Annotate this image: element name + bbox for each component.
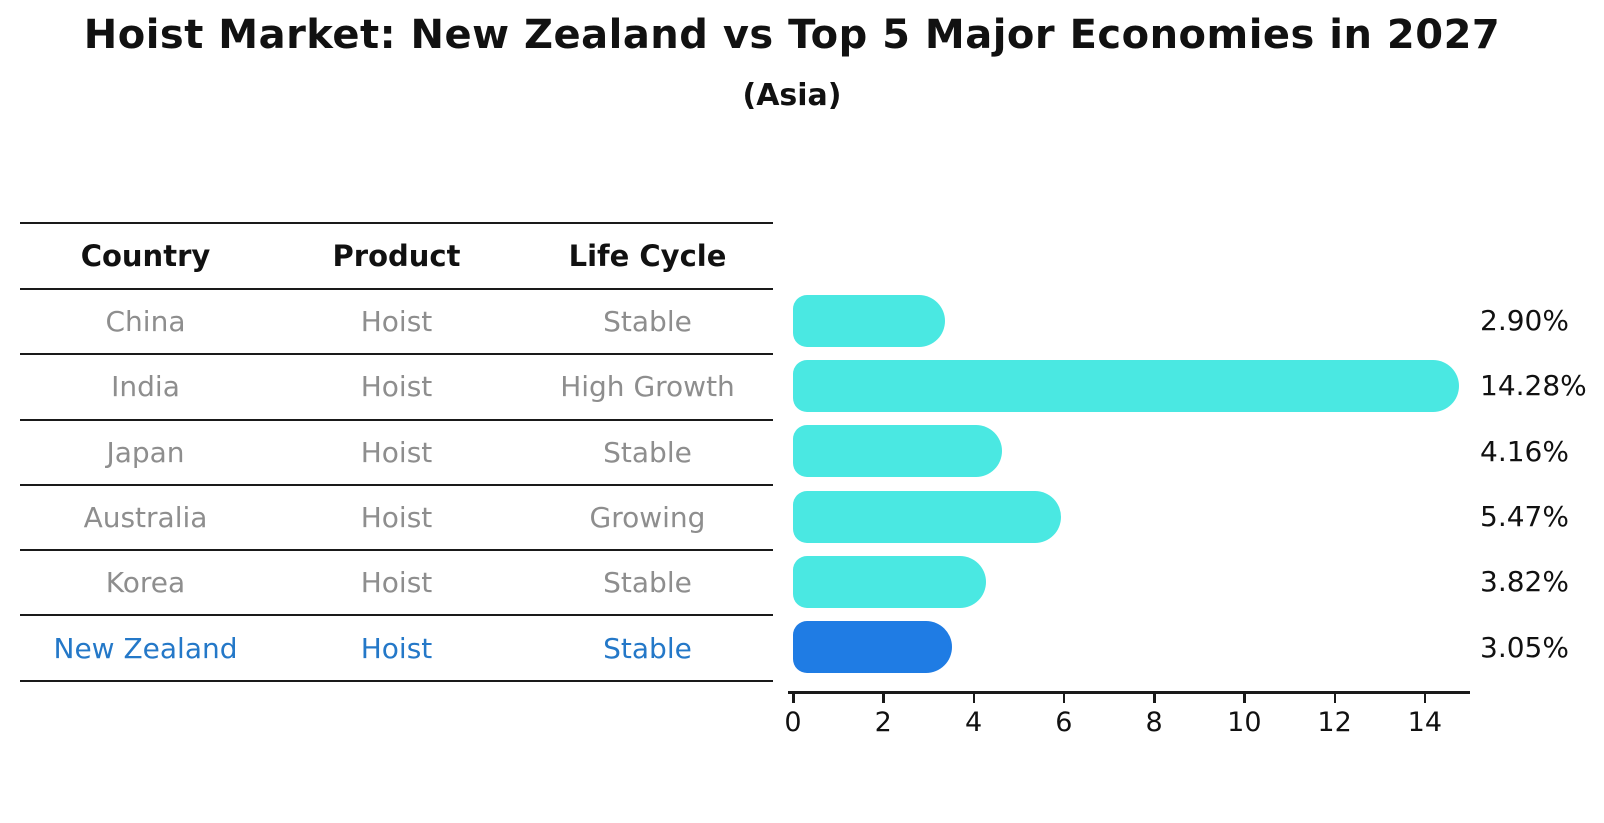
cell-product: Hoist	[360, 566, 433, 600]
bar-row-japan	[793, 419, 1470, 484]
value-label-korea: 3.82%	[1480, 565, 1569, 599]
column-header-country: Country	[80, 239, 211, 273]
tick-mark	[882, 694, 885, 703]
tick-mark	[1423, 694, 1427, 703]
cell-life-cycle: High Growth	[560, 370, 735, 404]
bar-row-china	[793, 288, 1470, 353]
x-axis-tick-label: 4	[964, 707, 983, 738]
tick-mark	[1153, 694, 1156, 703]
table-row-japan: Japan Hoist Stable	[20, 421, 773, 486]
tick-mark	[1243, 694, 1246, 703]
bar-korea	[793, 555, 987, 608]
table-header-row: Country Product Life Cycle	[20, 224, 773, 290]
cell-country: Japan	[106, 435, 185, 469]
tick-mark	[1062, 694, 1066, 703]
x-axis-tick-label: 10	[1227, 707, 1262, 738]
x-axis-tick-label: 0	[784, 707, 802, 738]
bar-row-india	[793, 353, 1470, 418]
cell-product: Hoist	[360, 305, 433, 339]
x-axis-tick-label: 8	[1145, 707, 1163, 738]
column-header-life-cycle: Life Cycle	[568, 239, 727, 273]
bar-plot-area	[793, 288, 1470, 680]
column-header-product: Product	[332, 239, 461, 273]
cell-product: Hoist	[360, 435, 433, 469]
cell-life-cycle: Stable	[603, 305, 692, 339]
x-axis: 0 2 4 6 8 10 12 14	[784, 694, 1470, 744]
bar-india	[793, 359, 1459, 412]
table-row-china: China Hoist Stable	[20, 290, 773, 356]
table-row-australia: Australia Hoist Growing	[20, 486, 773, 552]
bar-row-new-zealand	[793, 614, 1470, 679]
cell-product: Hoist	[360, 631, 433, 665]
table-row-new-zealand: New Zealand Hoist Stable	[20, 616, 773, 682]
value-label-column: 2.90% 14.28% 4.16% 5.47% 3.82% 3.05%	[1480, 288, 1604, 680]
cell-country: China	[105, 305, 186, 339]
table-row-india: India Hoist High Growth	[20, 355, 773, 421]
bar-row-australia	[793, 484, 1470, 549]
cell-country: Australia	[83, 501, 208, 535]
cell-country: Korea	[105, 566, 186, 600]
cell-product: Hoist	[360, 370, 433, 404]
bar-china	[793, 294, 945, 347]
x-axis-line	[788, 691, 1470, 694]
x-axis-tick-label: 2	[874, 707, 892, 738]
cell-product: Hoist	[360, 501, 433, 535]
country-table: Country Product Life Cycle China Hoist S…	[20, 222, 773, 682]
tick-mark	[1333, 694, 1337, 703]
value-label-china: 2.90%	[1480, 304, 1569, 338]
bar-australia	[793, 490, 1061, 543]
cell-life-cycle: Stable	[603, 566, 692, 600]
cell-country: India	[111, 370, 180, 404]
value-label-new-zealand: 3.05%	[1480, 630, 1569, 664]
x-axis-tick-label: 14	[1407, 707, 1443, 738]
bar-row-korea	[793, 549, 1470, 614]
cell-life-cycle: Stable	[603, 631, 692, 665]
x-axis-tick-label: 6	[1055, 707, 1073, 738]
value-label-australia: 5.47%	[1480, 500, 1569, 534]
bar-japan	[793, 425, 1002, 478]
tick-mark	[792, 694, 795, 703]
value-label-india: 14.28%	[1480, 369, 1587, 403]
cell-life-cycle: Stable	[603, 435, 692, 469]
chart-subtitle: (Asia)	[742, 78, 842, 113]
chart-title: Hoist Market: New Zealand vs Top 5 Major…	[83, 12, 1501, 58]
cell-life-cycle: Growing	[589, 501, 706, 535]
bar-new-zealand	[793, 621, 952, 674]
value-label-japan: 4.16%	[1480, 434, 1569, 468]
cell-country: New Zealand	[53, 631, 238, 665]
x-axis-tick-label: 12	[1317, 707, 1352, 738]
table-row-korea: Korea Hoist Stable	[20, 551, 773, 617]
tick-mark	[972, 694, 976, 703]
